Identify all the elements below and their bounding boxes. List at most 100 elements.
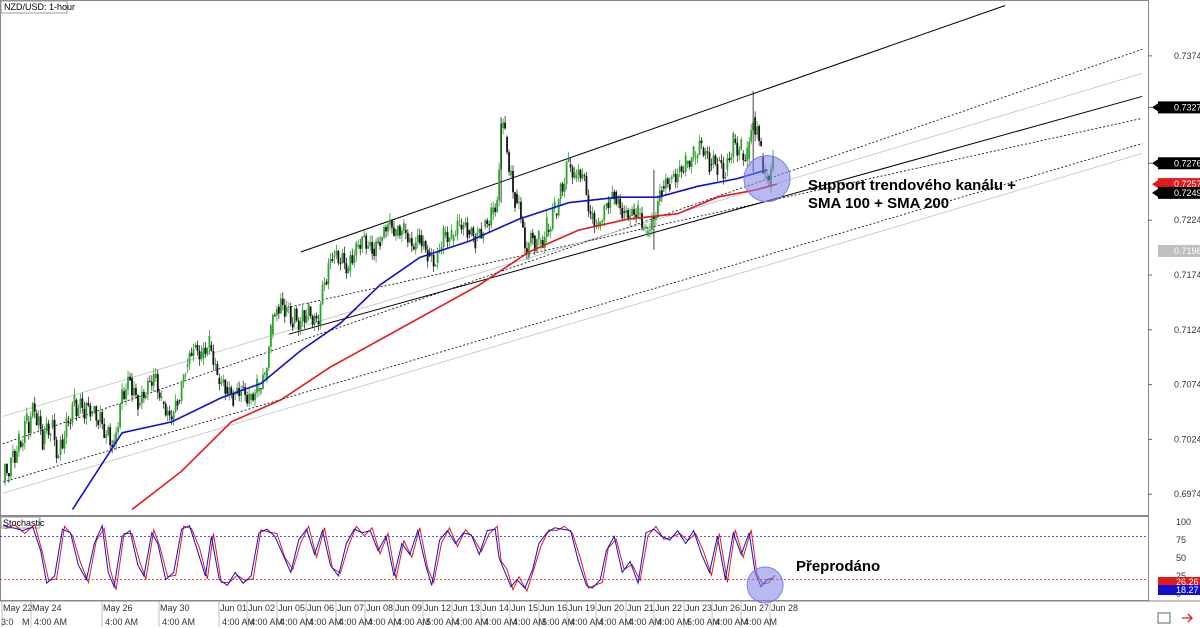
candle-body — [87, 402, 90, 406]
settings-icon[interactable] — [1157, 612, 1171, 624]
date-label: Jun 16 — [540, 603, 567, 613]
candle-body — [97, 420, 100, 425]
candle-body — [51, 419, 54, 428]
candle-body — [196, 344, 199, 351]
candle-body — [353, 255, 356, 264]
candle-body — [641, 213, 643, 228]
candle-body — [305, 315, 308, 323]
candle-body — [593, 212, 596, 227]
candle-body — [184, 374, 187, 376]
scroll-right-icon[interactable] — [1182, 613, 1193, 623]
candle-body — [186, 364, 189, 368]
price-tag-pointer — [1152, 159, 1158, 168]
time-label: 4:00 AM — [570, 617, 603, 627]
candle-body — [412, 246, 415, 250]
candle-body — [73, 395, 76, 404]
candle-body — [208, 335, 211, 348]
date-label: Jun 13 — [453, 603, 480, 613]
candle-body — [141, 391, 143, 403]
candle-body — [182, 375, 185, 382]
date-label: May 24 — [32, 603, 62, 613]
candle-body — [462, 224, 465, 230]
candle-body — [708, 152, 711, 173]
candle-body — [214, 364, 217, 366]
time-label: 4:00 AM — [513, 617, 546, 627]
candle-body — [670, 176, 673, 179]
candle-body — [714, 155, 717, 165]
candle-body — [581, 174, 584, 179]
candle-body — [744, 160, 747, 162]
candle-body — [551, 208, 554, 229]
candle-body — [506, 136, 508, 153]
date-label: Jun 21 — [627, 603, 654, 613]
candle-body — [645, 226, 647, 228]
candle-body — [355, 242, 358, 256]
candle-body — [137, 395, 139, 410]
candle-body — [688, 160, 691, 167]
date-label: May 22 — [3, 603, 33, 613]
candle-body — [212, 350, 215, 365]
candle-body — [468, 230, 471, 235]
date-label: Jun 23 — [685, 603, 712, 613]
candle-body — [393, 227, 395, 236]
time-label: 4:00 AM — [657, 617, 690, 627]
candle-body — [115, 432, 118, 444]
candle-body — [373, 248, 376, 256]
candle-body — [698, 140, 701, 155]
candle-body — [684, 155, 687, 172]
candle-body — [700, 140, 703, 144]
candle-body — [311, 316, 314, 325]
candle-body — [158, 392, 161, 398]
candle-body — [549, 228, 552, 232]
stochastic-k-line — [2, 523, 774, 590]
candle-body — [363, 235, 366, 237]
candle-body — [309, 306, 312, 317]
candle-body — [327, 262, 330, 285]
main-panel-frame — [0, 0, 1149, 516]
candle-body — [516, 193, 518, 204]
candle-body — [730, 156, 733, 161]
candle-body — [127, 376, 129, 390]
candle-body — [41, 428, 44, 450]
candle-body — [57, 456, 60, 459]
date-label: Jun 01 — [220, 603, 247, 613]
candle-body — [760, 141, 762, 146]
candle-body — [49, 434, 52, 436]
candle-body — [381, 237, 383, 242]
time-label: 3:0 — [1, 617, 14, 627]
candle-body — [131, 378, 133, 396]
candle-body — [89, 405, 92, 417]
candle-body — [10, 457, 12, 477]
candle-body — [291, 323, 294, 328]
candle-body — [490, 207, 493, 226]
candle-body — [317, 321, 320, 325]
candle-body — [59, 439, 62, 455]
candle-body — [408, 238, 411, 243]
candle-body — [625, 210, 628, 213]
candle-body — [385, 227, 387, 232]
y-tick-label: 0.7174 — [1174, 270, 1200, 280]
candle-body — [621, 208, 624, 219]
candle-body — [758, 126, 761, 142]
time-label: 4:00 AM — [397, 617, 430, 627]
candle-body — [518, 201, 520, 204]
candle-body — [635, 214, 637, 218]
price-tag — [1158, 244, 1200, 257]
date-label: Jun 07 — [337, 603, 364, 613]
annotation-support: Support trendového kanálu + — [808, 177, 1016, 194]
candle-body — [133, 387, 135, 396]
time-label: 4:00 AM — [629, 617, 662, 627]
candle-body — [579, 169, 582, 179]
candle-body — [365, 235, 368, 249]
candle-body — [510, 170, 512, 176]
candle-body — [105, 434, 108, 438]
candle-body — [71, 403, 74, 424]
candle-body — [242, 386, 245, 388]
candle-body — [321, 285, 324, 305]
candle-body — [623, 211, 626, 213]
candle-body — [329, 259, 332, 263]
oversold-highlight-circle — [746, 566, 784, 604]
candle-body — [236, 387, 239, 395]
price-tag-label: 0.7276 — [1174, 158, 1200, 168]
candle-body — [712, 155, 715, 165]
